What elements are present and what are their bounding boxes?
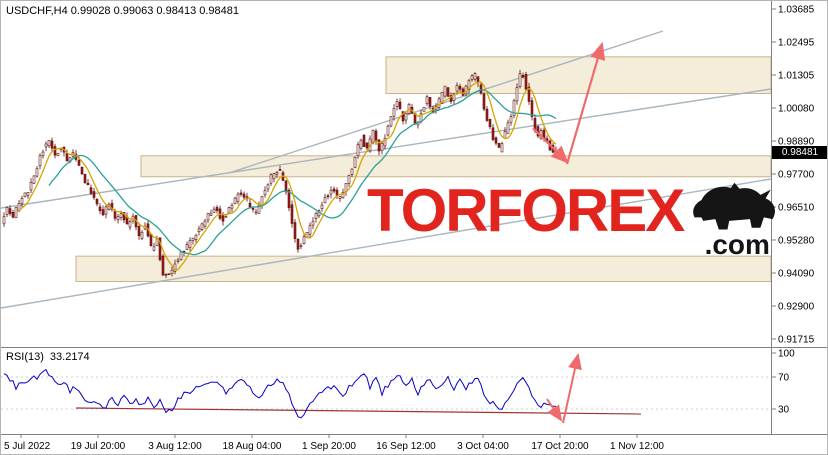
price-axis: 1.03685 1.02495 1.01305 1.00080 0.98890 0.977…	[772, 5, 815, 346]
time-axis-label: 19 Jul 20:00	[71, 441, 126, 452]
time-axis-label: 18 Aug 04:00	[223, 441, 282, 452]
price-axis-label: 0.92900	[778, 302, 815, 313]
forecast-arrow-up	[565, 41, 606, 165]
time-axis-label: 3 Aug 12:00	[148, 441, 202, 452]
time-axis-label: 1 Nov 12:00	[610, 441, 664, 452]
time-axis-label: 17 Oct 20:00	[531, 441, 589, 452]
sr-zone-support-mid	[140, 155, 772, 178]
price-axis-label: 1.01305	[778, 71, 815, 82]
sr-zone-support-lower	[75, 255, 772, 283]
price-axis-label: 0.91715	[778, 335, 815, 346]
rsi-trendline	[75, 407, 642, 415]
rsi-axis-label: 100	[778, 349, 795, 360]
forecast-arrow-down	[532, 127, 569, 164]
current-price-badge: 0.98481	[772, 146, 827, 159]
price-axis-label: 0.95280	[778, 236, 815, 247]
time-axis-label: 3 Oct 04:00	[457, 441, 509, 452]
rsi-indicator-label: RSI(13) 33.2174	[6, 351, 90, 363]
time-axis-label: 1 Sep 20:00	[302, 441, 356, 452]
ma-fast-line	[18, 81, 557, 271]
rsi-forecast-arrow-down	[546, 398, 563, 422]
sr-zone-resistance-upper	[385, 56, 772, 94]
trendline	[228, 30, 664, 174]
price-axis-label: 0.97700	[778, 170, 815, 181]
rsi-axis: 100 70 30	[772, 349, 795, 416]
trendline	[1, 88, 772, 209]
price-axis-label: 0.98890	[778, 137, 815, 148]
price-axis-label: 0.94090	[778, 269, 815, 280]
forecast-arrows	[532, 41, 606, 165]
price-axis-label: 0.96510	[778, 203, 815, 214]
price-axis-label: 1.02495	[778, 38, 815, 49]
rsi-value: 33.2174	[49, 351, 90, 363]
support-resistance-zones	[75, 56, 772, 283]
rsi-forecast-arrow-up	[562, 353, 582, 424]
rsi-axis-label: 30	[778, 405, 790, 416]
price-axis-label: 1.00080	[778, 104, 815, 115]
rsi-name: RSI(13)	[6, 351, 44, 363]
trendline	[1, 178, 772, 309]
rsi-axis-label: 70	[778, 373, 790, 384]
symbol-ohlc-label: USDCHF,H4 0.99028 0.99063 0.98413 0.9848…	[6, 5, 240, 17]
time-axis: 5 Jul 2022 19 Jul 20:00 3 Aug 12:00 18 Aug …	[4, 434, 664, 452]
time-axis-label: 16 Sep 12:00	[376, 441, 436, 452]
price-axis-label: 1.03685	[778, 5, 815, 16]
ma-slow-line	[48, 89, 557, 256]
rsi-line	[3, 368, 557, 419]
time-axis-label: 5 Jul 2022	[4, 441, 51, 452]
